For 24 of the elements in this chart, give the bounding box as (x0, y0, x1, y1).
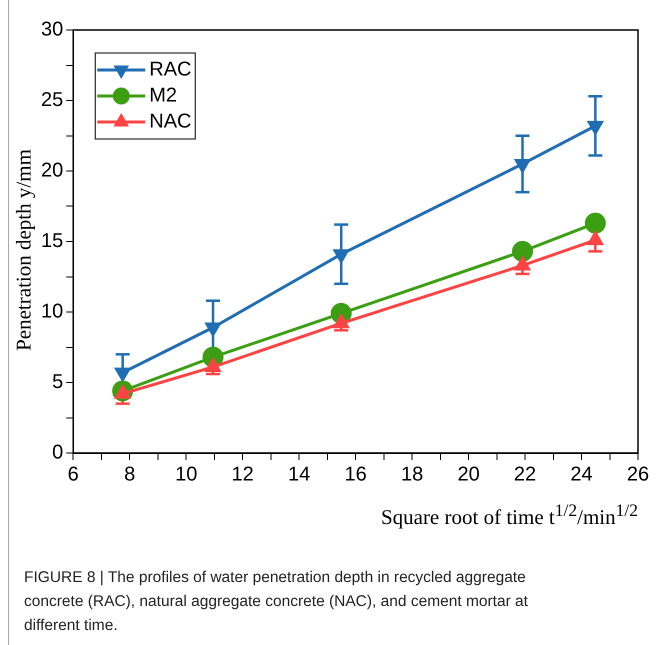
legend-label: RAC (149, 58, 192, 81)
y-tick-label: 15 (40, 230, 64, 252)
x-tick-label: 26 (626, 464, 650, 486)
y-tick-label: 10 (40, 300, 64, 323)
y-tick-label: 20 (40, 160, 64, 182)
x-tick-label: 18 (400, 464, 424, 486)
y-tick-label: 5 (52, 371, 64, 394)
y-axis-title: Penetration depth y/mm (12, 149, 36, 351)
x-tick-label: 14 (288, 464, 310, 486)
caption: FIGURE 8 | The profiles of water penetration depth in recycled aggregate concrete (RAC), natural aggregate concrete (NAC), and cement mortar at different time. (24, 568, 529, 636)
x-tick-label: 16 (344, 464, 367, 486)
x-axis-title: Square root of time t$^{1/2}$/min$^{1/2}$ (380, 500, 638, 530)
legend-label: NAC (149, 110, 192, 133)
x-tick-label: 22 (514, 464, 536, 486)
x-tick-label: 20 (457, 464, 480, 486)
x-tick-label: 12 (232, 464, 254, 486)
y-tick-label: 30 (40, 18, 64, 41)
legend-label: M2 (149, 84, 178, 107)
x-tick-label: 10 (175, 464, 198, 486)
x-tick-label: 8 (124, 464, 136, 486)
x-tick-label: 6 (68, 464, 79, 486)
y-tick-label: 25 (40, 89, 64, 112)
y-tick-label: 0 (52, 442, 64, 464)
x-tick-label: 24 (570, 464, 593, 486)
